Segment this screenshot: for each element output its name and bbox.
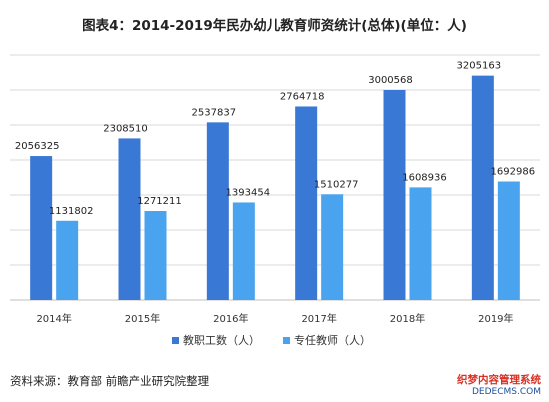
bar-staff-1 [118, 138, 141, 300]
bar-teacher-2 [232, 202, 255, 300]
data-label: 1608936 [402, 172, 447, 183]
legend-label-1: 专任教师（人） [294, 333, 371, 347]
bar-staff-0 [30, 156, 53, 300]
legend-label-0: 教职工数（人） [183, 334, 260, 347]
bar-staff-5 [471, 75, 494, 301]
data-label: 3205163 [457, 61, 502, 72]
x-tick-label: 2019年 [478, 312, 513, 325]
bar-staff-2 [206, 122, 229, 300]
legend-swatch-1 [283, 337, 290, 344]
x-tick-label: 2014年 [36, 312, 71, 325]
bar-staff-4 [383, 89, 406, 301]
data-label: 2056325 [15, 141, 60, 152]
legend-swatch-0 [172, 337, 179, 344]
data-labels: 2056325 1131802 2308510 1271211 2537837 13934… [15, 61, 535, 217]
x-tick-label: 2018年 [390, 312, 425, 325]
bar-teacher-0 [56, 220, 79, 300]
data-label: 1692986 [491, 166, 536, 177]
watermark-line2: DEDECMS.COM [472, 387, 541, 397]
bar-teacher-5 [497, 181, 520, 300]
data-label: 2764718 [280, 91, 325, 102]
legend: 教职工数（人） 专任教师（人） [172, 333, 371, 347]
watermark-line1: 织梦内容管理系统 [457, 374, 541, 386]
data-label: 2537837 [192, 107, 237, 118]
data-label: 1131802 [49, 206, 94, 217]
data-label: 1393454 [226, 187, 271, 198]
x-tick-label: 2017年 [301, 312, 336, 325]
data-label: 1510277 [314, 179, 359, 190]
bars [30, 75, 520, 301]
bar-teacher-3 [321, 194, 344, 300]
data-label: 2308510 [103, 123, 148, 134]
bar-staff-3 [295, 106, 318, 300]
watermark: 织梦内容管理系统 DEDECMS.COM [457, 374, 541, 398]
x-tick-label: 2016年 [213, 312, 248, 325]
x-axis-ticks: 2014年 2015年 2016年 2017年 2018年 2019年 [36, 312, 513, 325]
bar-teacher-1 [144, 211, 167, 300]
source-note: 资料来源：教育部 前瞻产业研究院整理 [10, 374, 210, 388]
chart-title: 图表4：2014-2019年民办幼儿教育师资统计(总体)(单位：人) [82, 18, 467, 34]
data-label: 3000568 [368, 75, 413, 86]
gridlines [10, 54, 540, 301]
data-label: 1271211 [137, 196, 182, 207]
x-tick-label: 2015年 [125, 312, 160, 325]
bar-teacher-4 [409, 187, 432, 300]
